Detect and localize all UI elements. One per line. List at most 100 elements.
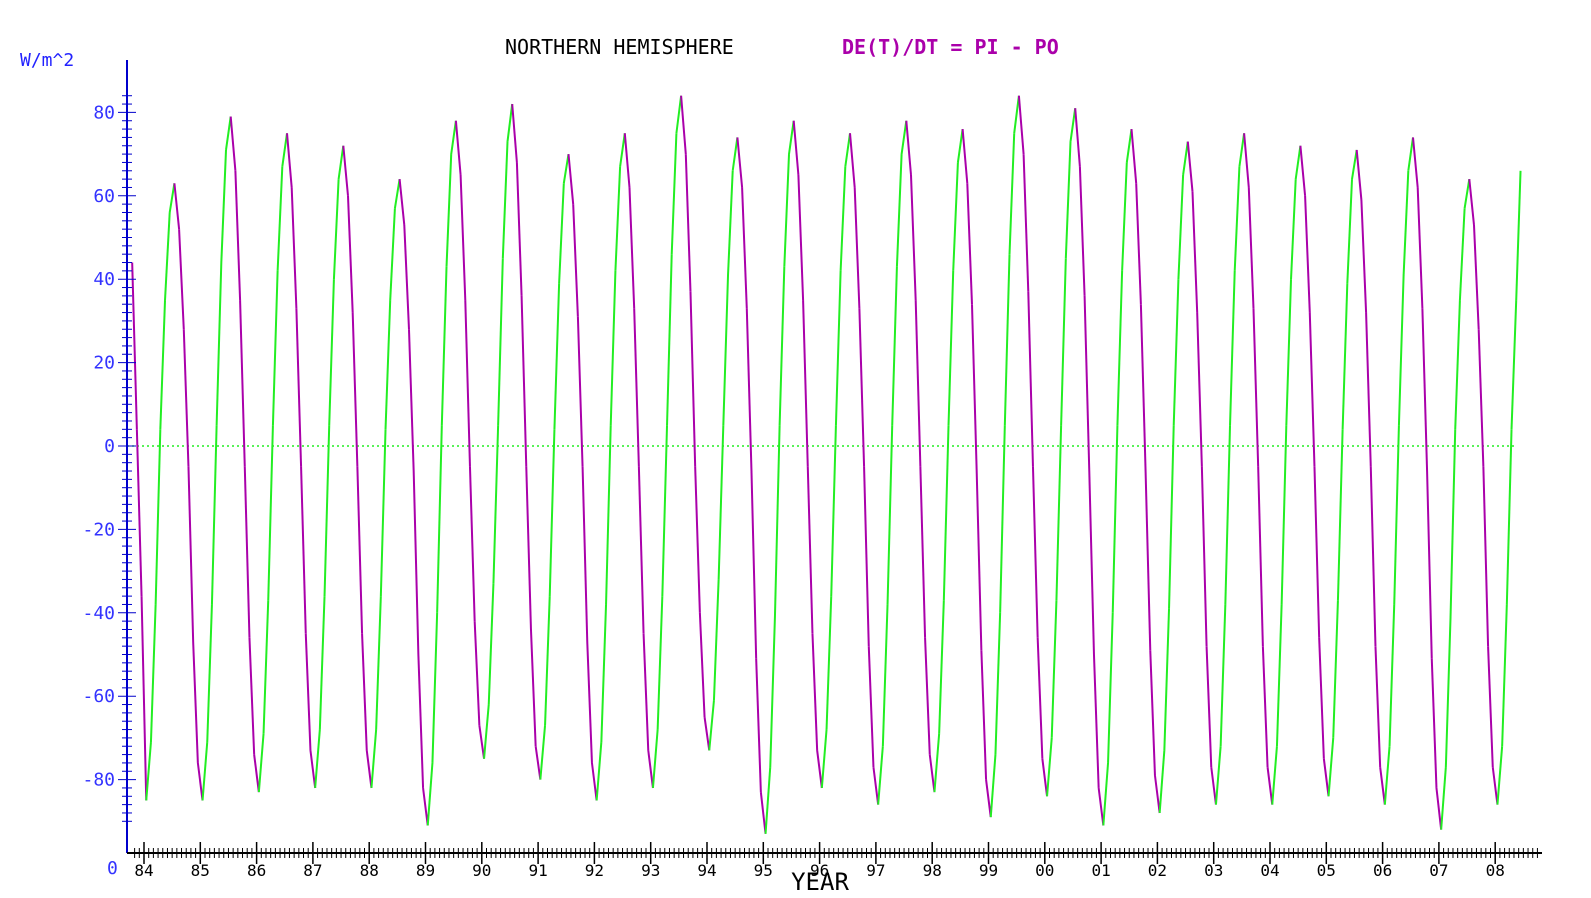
- y-tick-label: -20: [82, 519, 115, 540]
- series-segment: [708, 700, 715, 751]
- series-segment: [1013, 95, 1020, 134]
- series-segment: [210, 425, 218, 605]
- series-segment: [1092, 654, 1100, 788]
- series-segment: [717, 425, 725, 580]
- series-segment: [924, 637, 931, 755]
- series-segment: [1280, 425, 1288, 605]
- series-segment: [670, 133, 678, 255]
- series-segment: [323, 425, 331, 597]
- series-segment: [581, 466, 589, 643]
- series-segment: [267, 425, 274, 601]
- series-segment: [1510, 300, 1518, 430]
- series-segment: [159, 300, 167, 430]
- series-segment: [1186, 141, 1194, 192]
- series-segment: [248, 637, 256, 755]
- series-segment: [567, 154, 575, 205]
- series-segment: [492, 425, 500, 584]
- series-segment: [1393, 425, 1400, 605]
- series-segment: [1435, 787, 1443, 830]
- series-segment: [764, 767, 772, 834]
- series-segment: [1477, 329, 1485, 467]
- series-segment: [206, 604, 213, 743]
- x-tick-label: 86: [247, 861, 266, 880]
- y-tick-label: 40: [93, 269, 115, 290]
- series-segment: [844, 133, 851, 167]
- series-segment: [276, 166, 284, 271]
- series-segment: [694, 466, 701, 613]
- series-segment: [1341, 283, 1349, 430]
- series-segment: [1501, 604, 1508, 747]
- series-segment: [1064, 141, 1072, 259]
- series-segment: [1041, 758, 1049, 797]
- series-segment: [1360, 199, 1368, 313]
- series-segment: [788, 120, 795, 155]
- series-segment: [361, 633, 368, 751]
- series-segment: [877, 746, 884, 805]
- series-segment: [778, 266, 786, 426]
- series-segment: [328, 279, 335, 426]
- y-tick-layer: 80 60 40 20 0 -20 -40 -60 -80: [82, 95, 136, 822]
- series-segment: [1111, 425, 1119, 613]
- series-segment: [600, 604, 608, 743]
- series-segment: [614, 166, 622, 271]
- series-layer: [131, 95, 1522, 834]
- series-segment: [956, 128, 964, 163]
- series-segment: [1374, 646, 1382, 768]
- x-tick-label: 05: [1317, 861, 1336, 880]
- series-segment: [239, 300, 246, 467]
- series-segment: [337, 145, 345, 180]
- series-segment: [900, 120, 908, 155]
- series-segment: [1252, 308, 1260, 467]
- series-segment: [1426, 470, 1433, 659]
- series-segment: [1407, 137, 1414, 171]
- series-segment: [384, 300, 392, 430]
- series-segment: [1290, 179, 1297, 280]
- series-segment: [426, 762, 434, 826]
- x-tick-label: 96: [810, 861, 829, 880]
- series-segment: [525, 466, 532, 630]
- series-segment: [1463, 178, 1471, 209]
- series-segment: [1440, 767, 1447, 830]
- series-segment: [1214, 746, 1222, 805]
- x-tick-label: 02: [1148, 861, 1167, 880]
- x-tick-label: 84: [134, 861, 153, 880]
- series-segment: [750, 470, 758, 659]
- series-segment: [1430, 658, 1438, 788]
- series-segment: [1121, 162, 1128, 271]
- series-segment: [225, 116, 232, 151]
- series-segment: [802, 300, 809, 467]
- series-segment: [1458, 208, 1466, 301]
- series-segment: [1294, 145, 1302, 180]
- series-segment: [773, 425, 781, 617]
- series-segment: [928, 754, 936, 793]
- series-segment: [154, 429, 162, 605]
- series-segment: [989, 754, 997, 818]
- series-segment: [412, 470, 420, 655]
- series-segment: [590, 762, 598, 801]
- series-segment: [1369, 466, 1377, 647]
- series-segment: [839, 166, 847, 271]
- series-segment: [656, 596, 664, 730]
- x-tick-label: 06: [1373, 861, 1392, 880]
- series-segment: [727, 170, 734, 276]
- series-segment: [1088, 470, 1095, 655]
- x-tick-label: 04: [1260, 861, 1279, 880]
- series-segment: [1336, 429, 1344, 601]
- series-segment: [1172, 279, 1180, 426]
- series-segment: [346, 195, 354, 313]
- series-segment: [562, 153, 570, 184]
- series-segment: [164, 212, 171, 301]
- series-segment: [919, 466, 927, 638]
- series-segment: [1050, 600, 1058, 738]
- series-segment: [379, 429, 387, 597]
- series-segment: [909, 174, 917, 301]
- series-segment: [1116, 270, 1124, 426]
- series-segment: [698, 612, 706, 718]
- series-segment: [891, 266, 898, 426]
- series-segment: [1491, 766, 1499, 805]
- series-segment: [1313, 466, 1321, 638]
- series-segment: [497, 258, 504, 426]
- series-segment: [1271, 746, 1278, 805]
- series-segment: [243, 466, 251, 638]
- series-segment: [506, 103, 514, 142]
